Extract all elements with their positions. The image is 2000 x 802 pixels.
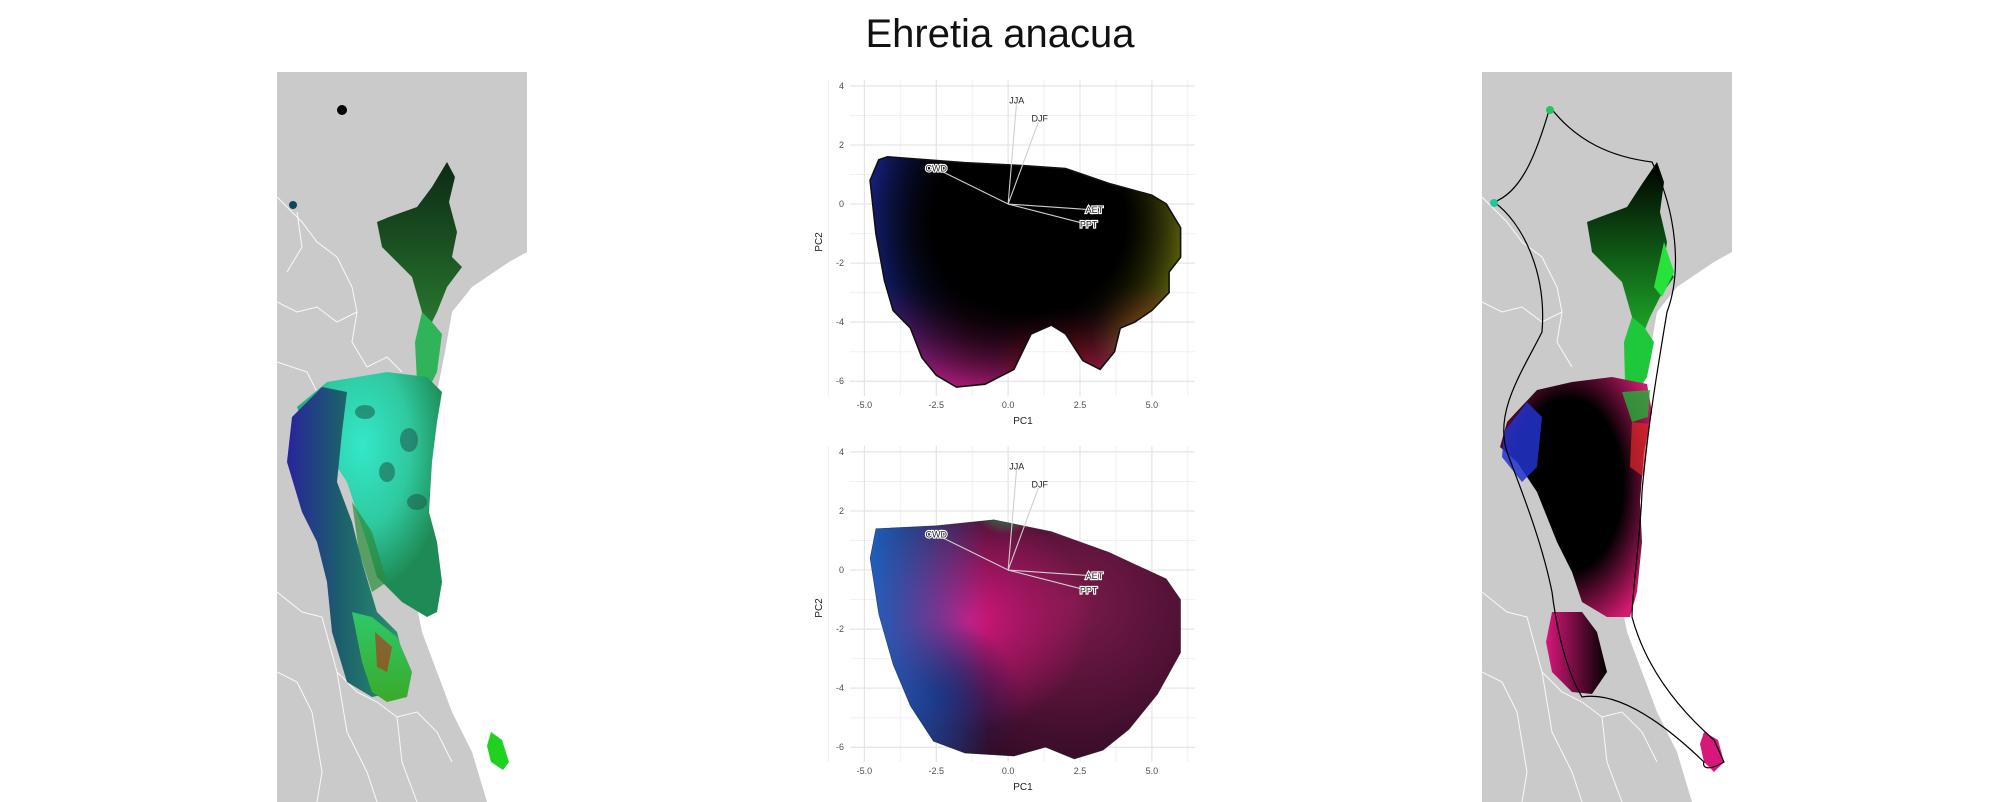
loading-vector (936, 168, 1009, 205)
x-tick-label: -2.5 (928, 400, 944, 410)
figure-title: Ehretia anacua (865, 12, 1135, 56)
range-southeast (487, 732, 509, 770)
x-tick-label: 5.0 (1146, 400, 1159, 410)
y-tick-label: 2 (839, 140, 844, 150)
loading-vector-label: DJF (1032, 113, 1049, 123)
pca-bottom-ylabel: PC2 (814, 598, 825, 618)
x-tick-label: 0.0 (1002, 766, 1015, 776)
range-dot (289, 201, 297, 209)
loading-vector (1007, 118, 1041, 205)
loading-vector-label: CWD (926, 164, 948, 174)
y-tick-label: 2 (839, 506, 844, 516)
range-hull (1492, 105, 1725, 769)
y-tick-label: -6 (836, 376, 844, 386)
y-tick-label: -2 (836, 258, 844, 268)
pca-top-ylabel: PC2 (814, 232, 825, 252)
y-tick-label: 4 (839, 81, 844, 91)
right-map (1482, 72, 1732, 802)
y-tick-label: -6 (836, 742, 844, 752)
loading-vector-label: CWD (926, 530, 948, 540)
x-tick-label: 0.0 (1002, 400, 1015, 410)
pca-bottom-plot: -5.0 -2.5 0.0 2.5 5.0 4 2 0 -2 -4 -6 JJA DJF CWD AET P… (814, 446, 1195, 793)
pca-bottom-panel: -5.0 -2.5 0.0 2.5 5.0 4 2 0 -2 -4 -6 JJA DJF CWD AET P… (810, 440, 1200, 795)
loading-vector-label: JJA (1009, 462, 1024, 472)
point-cloud (869, 519, 1181, 760)
x-tick-label: 2.5 (1074, 400, 1087, 410)
loading-vector (1007, 484, 1041, 571)
x-tick-label: -5.0 (857, 766, 873, 776)
pca-bottom-xlabel: PC1 (1013, 782, 1033, 793)
loading-vector-label: AET (1086, 205, 1104, 215)
pca-top-panel: -5.0 -2.5 0.0 2.5 5.0 4 2 0 -2 -4 -6 JJA DJF CWD AET P… (810, 74, 1200, 429)
loading-vector (1007, 203, 1089, 226)
point-cloud (869, 155, 1182, 388)
pca-top-xlabel: PC1 (1013, 416, 1033, 427)
loading-vector (1007, 100, 1018, 205)
loading-vector-label: AET (1086, 571, 1104, 581)
y-tick-label: -4 (836, 317, 844, 327)
x-tick-label: 2.5 (1074, 766, 1087, 776)
x-tick-label: -2.5 (928, 766, 944, 776)
loading-vector-label: PPT (1080, 220, 1098, 230)
x-tick-label: -5.0 (857, 400, 873, 410)
loading-vector (1008, 203, 1095, 211)
x-tick-label: 5.0 (1146, 766, 1159, 776)
loading-vector-label: JJA (1009, 96, 1024, 106)
loading-vector (1007, 466, 1018, 571)
loading-vector (1008, 569, 1095, 577)
loading-vector-label: DJF (1032, 479, 1049, 489)
loading-vector (1007, 569, 1089, 592)
range-north (377, 162, 462, 332)
y-tick-label: -4 (836, 683, 844, 693)
left-map (277, 72, 527, 802)
range-dot (337, 105, 347, 115)
y-tick-label: 4 (839, 447, 844, 457)
pca-top-plot: -5.0 -2.5 0.0 2.5 5.0 4 2 0 -2 -4 -6 JJA DJF CWD AET P… (814, 80, 1195, 427)
y-tick-label: 0 (839, 199, 844, 209)
y-tick-label: 0 (839, 565, 844, 575)
y-tick-label: -2 (836, 624, 844, 634)
loading-vector (936, 534, 1009, 571)
loading-vector-label: PPT (1080, 586, 1098, 596)
